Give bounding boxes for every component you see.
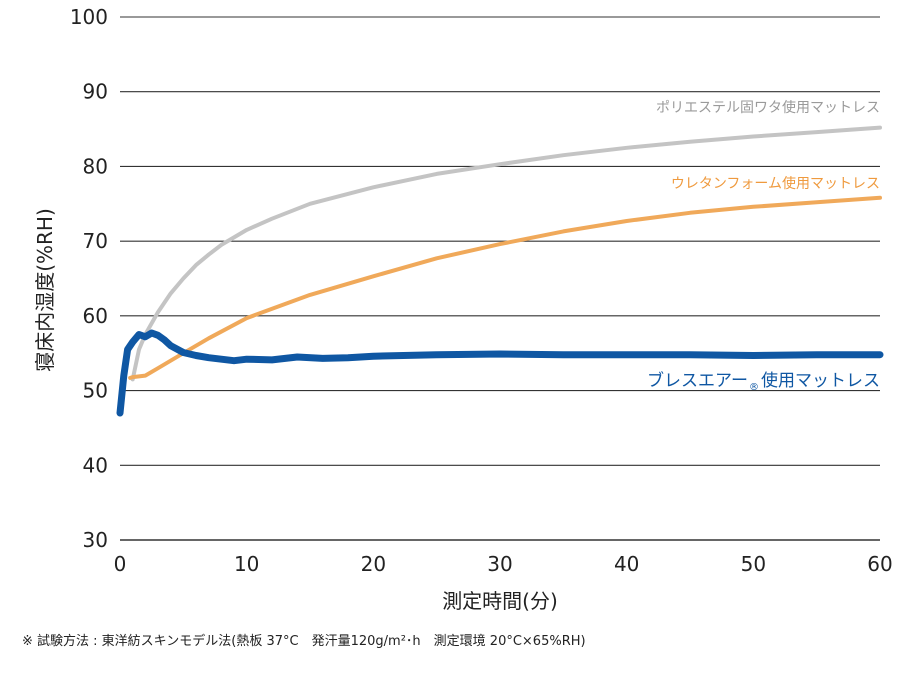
gridlines [120,16,880,541]
y-tick-label: 90 [83,80,108,104]
y-tick-label: 40 [83,453,108,477]
humidity-line-chart: 30 40 50 60 70 80 90 100 0 10 20 30 40 50 60 寝床内湿度(%R… [33,5,893,613]
series-line-breathair [116,329,884,417]
y-tick-label: 80 [83,154,108,178]
series-label-polyester: ポリエステル固ワタ使用マットレス [656,99,880,116]
y-tick-label: 70 [83,229,108,253]
x-tick-label: 50 [741,552,766,576]
y-tick-label: 60 [83,304,108,328]
x-axis-title: 測定時間(分) [442,589,558,613]
series-label-breathair-name: ブレスエアー [647,370,748,391]
series-label-breathair-suffix: 使用マットレス [761,370,880,391]
series-lines [116,125,884,417]
series-line-urethane [128,195,882,380]
x-axis-tick-labels: 0 10 20 30 40 50 60 [114,552,893,576]
y-axis-title: 寝床内湿度(%RH) [33,208,57,372]
x-tick-label: 0 [114,552,127,576]
test-method-footnote: ※ 試験方法 : 東洋紡スキンモデル法(熱板 37°C 発汗量120g/m²･h… [22,634,586,649]
x-tick-label: 20 [361,552,386,576]
y-axis-tick-labels: 30 40 50 60 70 80 90 100 [70,5,108,552]
x-tick-label: 40 [614,552,639,576]
y-tick-label: 50 [83,379,108,403]
series-label-urethane: ウレタンフォーム使用マットレス [671,175,880,192]
y-tick-label: 100 [70,5,108,29]
x-tick-label: 60 [867,552,892,576]
x-tick-label: 10 [234,552,259,576]
y-tick-label: 30 [83,528,108,552]
series-label-breathair: ブレスエアー® 使用マットレス [647,370,880,393]
x-tick-label: 30 [487,552,512,576]
series-line-polyester [130,125,882,382]
registered-mark: ® [749,382,759,393]
